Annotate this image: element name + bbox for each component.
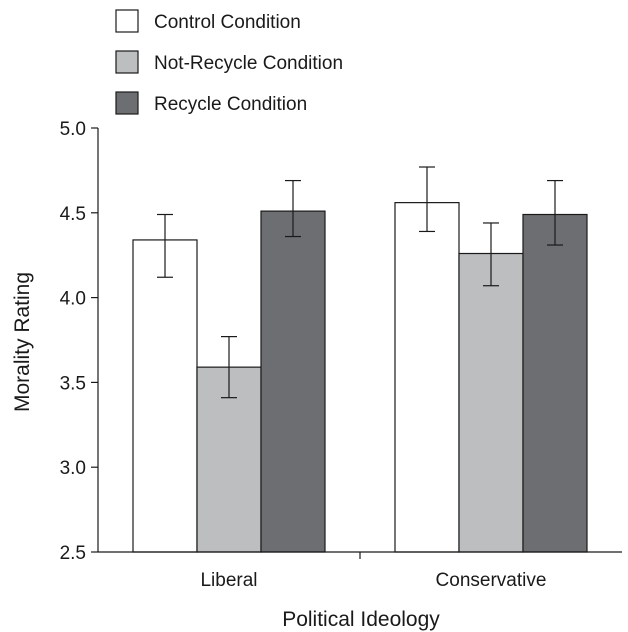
error-bar	[221, 336, 237, 399]
error-bar	[547, 179, 563, 246]
legend-swatch	[115, 91, 139, 115]
y-tick-label: 4.5	[60, 204, 86, 225]
x-axis-title: Political Ideology	[282, 608, 440, 631]
legend-label: Control Condition	[154, 12, 301, 33]
y-tick-label: 3.0	[60, 458, 86, 479]
x-categories: Liberal Conservative	[200, 552, 546, 591]
bars	[132, 166, 588, 553]
y-tick-label: 2.5	[60, 543, 86, 564]
y-tick-label: 5.0	[60, 119, 86, 140]
error-bar	[157, 213, 173, 278]
x-category-label: Liberal	[200, 570, 257, 591]
legend-swatch	[115, 9, 139, 33]
y-tick-label: 3.5	[60, 373, 86, 394]
y-ticks: 2.5 3.0 3.5 4.0 4.5 5.0	[60, 119, 98, 564]
error-bar	[483, 222, 499, 287]
legend-item: Not-Recycle Condition	[115, 50, 343, 74]
legend: Control Condition Not-Recycle Condition Re…	[115, 9, 343, 115]
error-bar	[419, 166, 435, 233]
y-tick-label: 4.0	[60, 289, 86, 310]
bar	[260, 210, 326, 553]
y-axis-title: Morality Rating	[11, 272, 34, 412]
error-bar	[285, 179, 301, 238]
legend-swatch	[115, 50, 139, 74]
bar	[132, 239, 198, 553]
legend-label: Recycle Condition	[154, 94, 307, 115]
legend-item: Control Condition	[115, 9, 301, 33]
bar	[394, 202, 460, 553]
legend-label: Not-Recycle Condition	[154, 53, 343, 74]
bar	[458, 252, 524, 553]
bar	[522, 213, 588, 553]
x-category-label: Conservative	[436, 570, 547, 591]
legend-item: Recycle Condition	[115, 91, 307, 115]
